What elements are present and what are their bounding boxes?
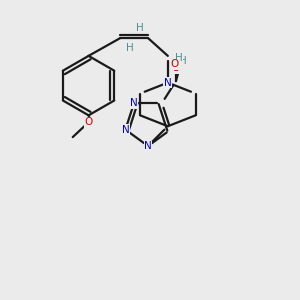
Text: O: O — [172, 63, 180, 73]
Text: N: N — [164, 78, 172, 88]
Text: H: H — [179, 56, 187, 66]
Text: N: N — [130, 98, 138, 108]
Text: O: O — [171, 59, 179, 69]
Text: N: N — [122, 124, 129, 135]
Text: H: H — [136, 23, 144, 33]
Text: H: H — [126, 43, 134, 53]
Text: O: O — [84, 117, 93, 127]
Text: N: N — [144, 141, 152, 151]
Text: H: H — [175, 53, 183, 63]
